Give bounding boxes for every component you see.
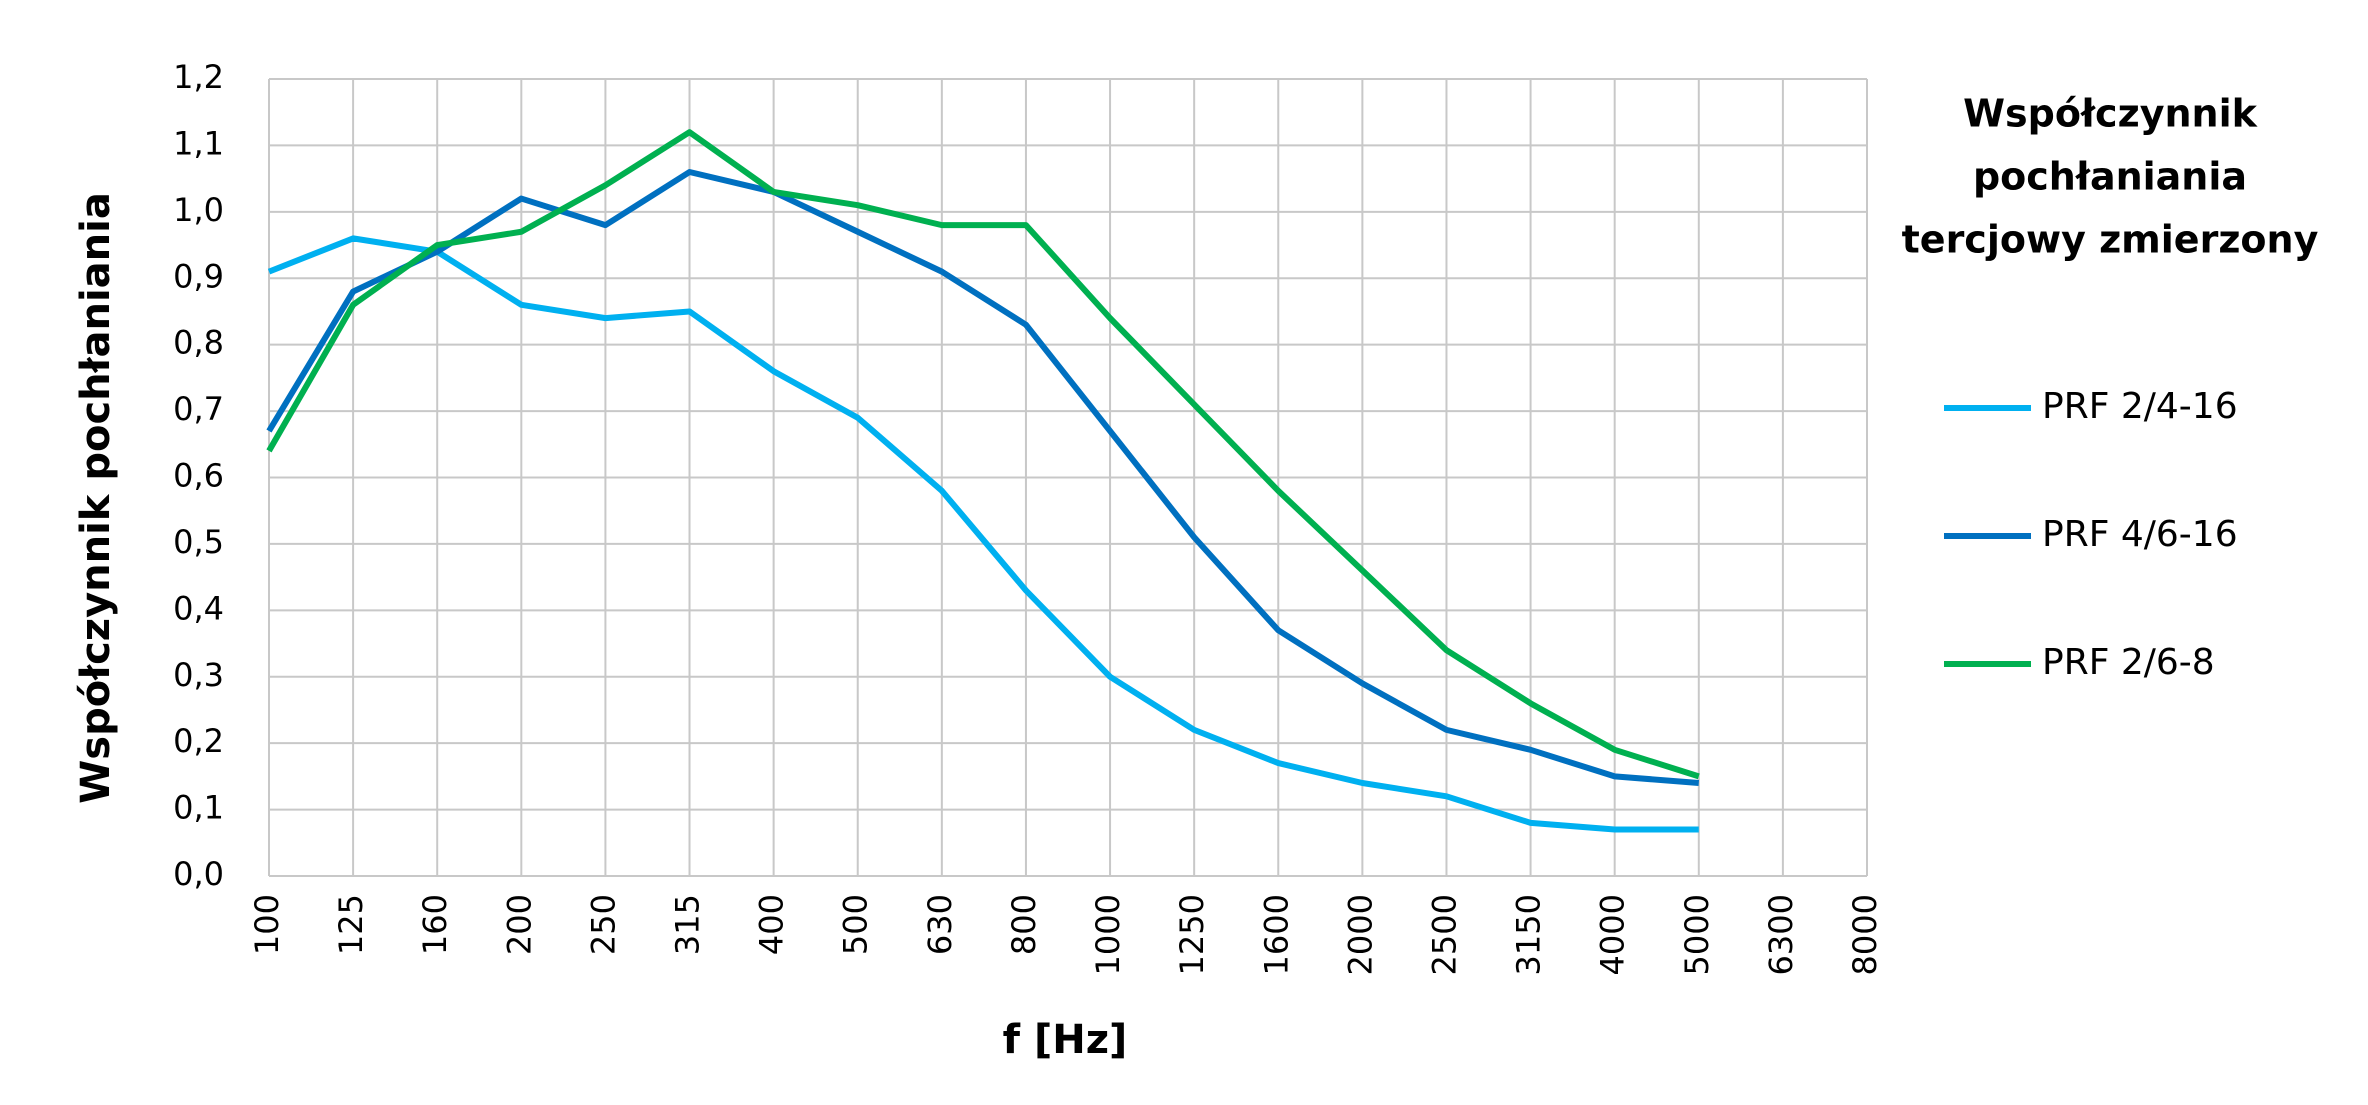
- y-tick-label: 0,9: [173, 257, 224, 295]
- x-tick-label: 630: [921, 894, 959, 955]
- y-axis-title: Współczynnik pochłaniania: [73, 192, 119, 804]
- x-tick-label: 200: [500, 894, 538, 955]
- x-tick-label: 1600: [1257, 894, 1295, 975]
- y-tick-label: 0,4: [173, 589, 224, 627]
- y-tick-label: 0,3: [173, 656, 224, 694]
- x-tick-label: 2500: [1425, 894, 1463, 975]
- x-tick-label: 315: [669, 894, 707, 955]
- x-tick-label: 6300: [1762, 894, 1800, 975]
- x-tick-label: 1000: [1089, 894, 1127, 975]
- x-tick-label: 500: [837, 894, 875, 955]
- series-line: [266, 168, 1700, 787]
- x-tick-label: 8000: [1846, 894, 1884, 975]
- x-tick-label: 250: [584, 894, 622, 955]
- y-tick-label: 0,7: [173, 390, 224, 428]
- y-tick-label: 0,6: [173, 457, 224, 495]
- y-tick-label: 1,0: [173, 191, 224, 229]
- legend-title: pochłaniania: [1973, 155, 2247, 199]
- x-tick-label: 1250: [1173, 894, 1211, 975]
- y-tick-label: 1,1: [173, 124, 224, 162]
- x-axis-title: f [Hz]: [1003, 1017, 1128, 1063]
- y-tick-label: 1,2: [173, 58, 224, 96]
- y-tick-label: 0,2: [173, 722, 224, 760]
- x-tick-label: 3150: [1510, 894, 1548, 975]
- x-tick-label: 4000: [1594, 894, 1632, 975]
- legend-label: PRF 4/6-16: [2042, 514, 2238, 555]
- x-tick-label: 400: [753, 894, 791, 955]
- x-tick-label: 100: [248, 894, 286, 955]
- legend-label: PRF 2/4-16: [2042, 386, 2238, 427]
- series-line: [267, 235, 1699, 833]
- series-line: [266, 129, 1700, 780]
- y-tick-label: 0,8: [173, 324, 224, 362]
- x-tick-label: 125: [332, 894, 370, 955]
- legend-label: PRF 2/6-8: [2042, 642, 2215, 683]
- y-tick-label: 0,1: [173, 789, 224, 827]
- x-tick-label: 5000: [1678, 894, 1716, 975]
- legend-title: tercjowy zmierzony: [1902, 218, 2319, 262]
- y-tick-label: 0,0: [173, 855, 224, 893]
- y-tick-label: 0,5: [173, 523, 224, 561]
- x-tick-label: 800: [1005, 894, 1043, 955]
- x-tick-label: 2000: [1341, 894, 1379, 975]
- legend-title: Współczynnik: [1963, 92, 2257, 136]
- x-tick-label: 160: [416, 894, 454, 955]
